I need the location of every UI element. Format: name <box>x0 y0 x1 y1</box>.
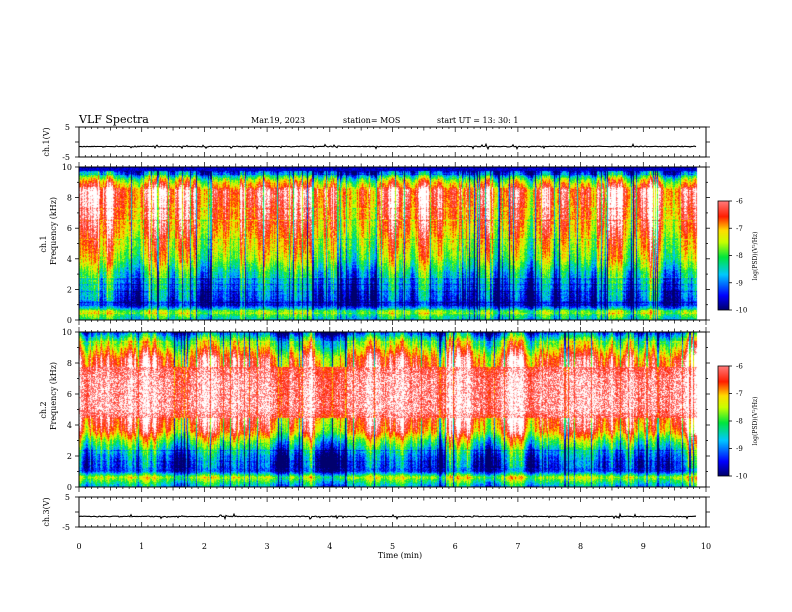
start-time-label: start UT = 13: 30: 1 <box>437 116 518 125</box>
time-tick-label: 6 <box>453 542 458 551</box>
ch1-colorbar-label: log(PSD)(V²/Hz) <box>752 232 759 281</box>
ch3-waveform-panel: 5 -5 ch.3(V) <box>42 493 710 532</box>
freq-tick-label: 6 <box>67 390 72 399</box>
freq-tick-label: 10 <box>62 163 72 172</box>
time-axis-tick-labels: 0 1 2 3 4 5 6 7 8 9 10 <box>76 542 711 551</box>
time-tick-label: 2 <box>202 542 207 551</box>
freq-tick-label: 0 <box>67 483 72 492</box>
time-tick-label: 10 <box>701 542 711 551</box>
station-label: station= MOS <box>343 116 400 125</box>
ch3-ytick-neg5: -5 <box>62 523 70 532</box>
freq-tick-label: 10 <box>62 328 72 337</box>
colorbar-tick-label: -7 <box>736 225 743 233</box>
freq-tick-label: 2 <box>67 285 72 294</box>
ch1-ytick-neg5: -5 <box>62 153 70 162</box>
time-tick-label: 1 <box>139 542 144 551</box>
colorbar-tick-label: -6 <box>736 363 743 371</box>
colorbar-tick-label: -10 <box>736 473 747 481</box>
ch3-waveform-ylabel: ch.3(V) <box>42 497 51 526</box>
time-tick-label: 9 <box>641 542 646 551</box>
ch1-ytick-5: 5 <box>65 123 70 132</box>
time-tick-label: 3 <box>265 542 270 551</box>
colorbar-tick-label: -10 <box>736 307 747 315</box>
ch1-freq-ylabel-channel: ch.1 <box>39 235 48 252</box>
freq-tick-label: 6 <box>67 224 72 233</box>
ch1-colorbar: -6 -7 -8 -9 -10 log(PSD)(V²/Hz) <box>717 198 759 315</box>
ch1-freq-ylabel-unit: Frequency (kHz) <box>49 197 58 265</box>
ch2-freq-ylabel-channel: ch.2 <box>39 401 48 418</box>
ch1-waveform-panel: 5 -5 ch.1(V) <box>42 123 710 162</box>
time-tick-label: 7 <box>515 542 520 551</box>
freq-tick-label: 8 <box>67 194 72 203</box>
ch2-spectrogram-panel: 0 2 4 6 8 10 ch.2 Frequency (kHz) <box>39 327 710 492</box>
time-tick-label: 4 <box>327 542 332 551</box>
time-tick-label: 0 <box>76 542 81 551</box>
freq-tick-label: 4 <box>67 421 72 430</box>
time-axis-label: Time (min) <box>378 551 422 560</box>
figure-title: VLF Spectra <box>78 113 149 126</box>
ch1-colorbar-ticks: -6 -7 -8 -9 -10 <box>729 198 747 315</box>
ch2-spectrogram-image <box>79 332 706 487</box>
ch1-spectrogram-ticks: 0 2 4 6 8 10 <box>62 162 710 325</box>
ch3-waveform-time-ticks <box>75 496 710 528</box>
freq-tick-label: 2 <box>67 452 72 461</box>
ch2-colorbar-label: log(PSD)(V²/Hz) <box>752 397 759 446</box>
ch3-waveform-trace <box>78 512 697 521</box>
ch1-waveform-ylabel: ch.1(V) <box>42 127 51 156</box>
ch3-ytick-5: 5 <box>65 493 70 502</box>
colorbar-tick-label: -6 <box>736 198 743 206</box>
colorbar-tick-label: -7 <box>736 390 743 398</box>
ch2-freq-ylabel-unit: Frequency (kHz) <box>49 362 58 430</box>
time-tick-label: 5 <box>390 542 395 551</box>
date-label: Mar.19, 2023 <box>251 116 305 125</box>
freq-tick-label: 4 <box>67 255 72 264</box>
ch1-spectrogram-panel: 0 2 4 6 8 10 ch.1 Frequency (kHz) <box>39 162 710 325</box>
ch2-colorbar-ticks: -6 -7 -8 -9 -10 <box>729 363 747 481</box>
freq-tick-label: 8 <box>67 359 72 368</box>
colorbar-tick-label: -8 <box>736 418 743 426</box>
colorbar-tick-label: -9 <box>736 445 743 453</box>
waveform-line <box>78 142 697 151</box>
ch2-spectrogram-ticks: 0 2 4 6 8 10 <box>62 327 710 492</box>
ch2-colorbar-gradient <box>718 366 729 476</box>
freq-tick-label: 0 <box>67 316 72 325</box>
ch2-colorbar: -6 -7 -8 -9 -10 log(PSD)(V²/Hz) <box>717 363 759 481</box>
ch1-spectrogram-image <box>79 167 706 320</box>
colorbar-tick-label: -8 <box>736 252 743 260</box>
ch1-waveform-time-ticks <box>75 126 710 158</box>
colorbar-tick-label: -9 <box>736 279 743 287</box>
ch1-waveform-trace <box>78 142 697 151</box>
time-tick-label: 8 <box>578 542 583 551</box>
waveform-line <box>78 512 697 521</box>
ch1-colorbar-gradient <box>718 201 729 310</box>
